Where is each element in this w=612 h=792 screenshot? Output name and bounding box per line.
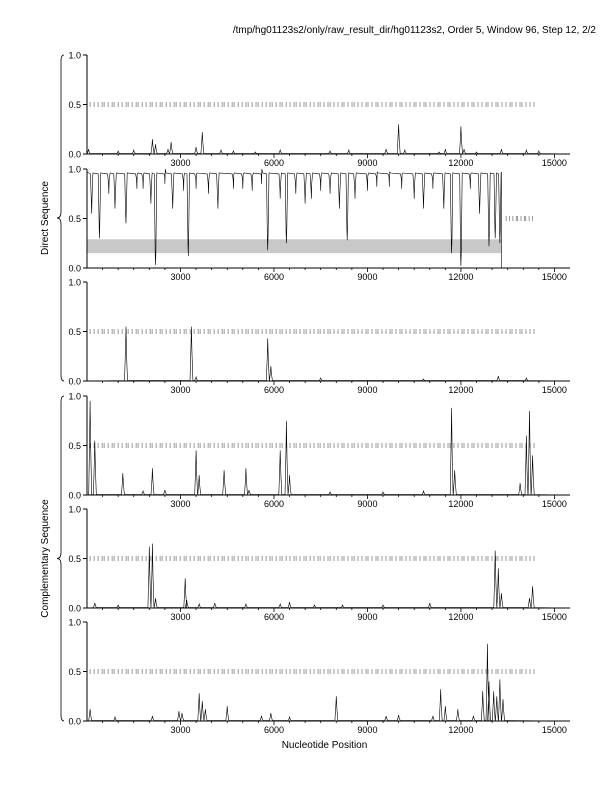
chart-panel-2: 0.0 0.5 1.0 3000 6000 9000 12000 15000 — [68, 165, 570, 282]
marker-row — [89, 443, 535, 448]
y-tick-label: 0.5 — [68, 441, 81, 451]
chart-panel-6: 0.0 0.5 1.0 3000 6000 9000 12000 15000 — [68, 618, 571, 735]
x-tick-label: 9000 — [357, 272, 377, 282]
y-tick-label: 0.0 — [68, 377, 81, 387]
y-tick-label: 1.0 — [68, 278, 81, 288]
series-line-1 — [86, 124, 571, 155]
chart-panel-4: 0.0 0.5 1.0 3000 6000 9000 12000 15000 — [68, 392, 571, 509]
chart-panel-5: 0.0 0.5 1.0 3000 6000 9000 12000 15000 — [68, 505, 571, 622]
x-tick-label: 15000 — [542, 158, 567, 168]
marker-row — [505, 216, 533, 221]
x-tick-label: 15000 — [542, 612, 567, 622]
y-tick-label: 0.5 — [68, 667, 81, 677]
x-tick-label: 3000 — [170, 725, 190, 735]
x-tick-label: 6000 — [264, 725, 284, 735]
marker-row — [89, 102, 535, 107]
group-label: Complementary Sequence — [40, 499, 51, 618]
y-tick-label: 0.0 — [68, 150, 81, 160]
x-tick-label: 15000 — [542, 272, 567, 282]
x-tick-label: 3000 — [170, 158, 190, 168]
x-tick-label: 6000 — [264, 158, 284, 168]
group-bracket — [56, 54, 65, 382]
series-line-1 — [86, 543, 571, 609]
chart-panel-1: 0.0 0.5 1.0 3000 6000 9000 12000 15000 — [68, 51, 571, 168]
marker-row — [89, 329, 535, 334]
marker-row — [89, 556, 535, 561]
x-tick-label: 6000 — [264, 612, 284, 622]
y-tick-label: 0.5 — [68, 554, 81, 564]
x-tick-label: 9000 — [357, 158, 377, 168]
y-tick-label: 1.0 — [68, 618, 81, 628]
series-line-1 — [86, 643, 571, 722]
series-line-1 — [86, 168, 502, 268]
x-tick-label: 15000 — [542, 499, 567, 509]
y-tick-label: 0.0 — [68, 604, 81, 614]
series-line-1 — [86, 400, 571, 496]
x-tick-label: 9000 — [357, 385, 377, 395]
series-line-1 — [86, 326, 571, 382]
x-tick-label: 12000 — [448, 272, 473, 282]
x-tick-label: 6000 — [264, 272, 284, 282]
figure-title: /tmp/hg01123s2/only/raw_result_dir/hg011… — [232, 25, 596, 36]
x-axis-label: Nucleotide Position — [282, 740, 368, 751]
group-label: Direct Sequence — [40, 181, 51, 255]
y-tick-label: 0.5 — [68, 327, 81, 337]
x-tick-label: 9000 — [357, 499, 377, 509]
y-tick-label: 1.0 — [68, 165, 81, 175]
shaded-band — [87, 239, 502, 254]
chart-panel-3: 0.0 0.5 1.0 3000 6000 9000 12000 15000 — [68, 278, 571, 395]
x-tick-label: 15000 — [542, 725, 567, 735]
x-tick-label: 3000 — [170, 499, 190, 509]
x-tick-label: 9000 — [357, 612, 377, 622]
x-tick-label: 3000 — [170, 385, 190, 395]
x-tick-label: 6000 — [264, 385, 284, 395]
group-bracket — [56, 395, 65, 722]
x-tick-label: 9000 — [357, 725, 377, 735]
y-tick-label: 1.0 — [68, 505, 81, 515]
x-tick-label: 15000 — [542, 385, 567, 395]
x-tick-label: 3000 — [170, 272, 190, 282]
y-tick-label: 0.0 — [68, 491, 81, 501]
x-tick-label: 6000 — [264, 499, 284, 509]
x-tick-label: 12000 — [448, 385, 473, 395]
x-tick-label: 3000 — [170, 612, 190, 622]
x-tick-label: 12000 — [448, 158, 473, 168]
marker-row — [89, 669, 535, 674]
y-tick-label: 0.0 — [68, 717, 81, 727]
y-tick-label: 0.5 — [68, 100, 81, 110]
x-tick-label: 12000 — [448, 499, 473, 509]
y-tick-label: 0.5 — [68, 214, 81, 224]
x-tick-label: 12000 — [448, 612, 473, 622]
y-tick-label: 1.0 — [68, 51, 81, 61]
x-tick-label: 12000 — [448, 725, 473, 735]
y-tick-label: 0.0 — [68, 264, 81, 274]
y-tick-label: 1.0 — [68, 392, 81, 402]
